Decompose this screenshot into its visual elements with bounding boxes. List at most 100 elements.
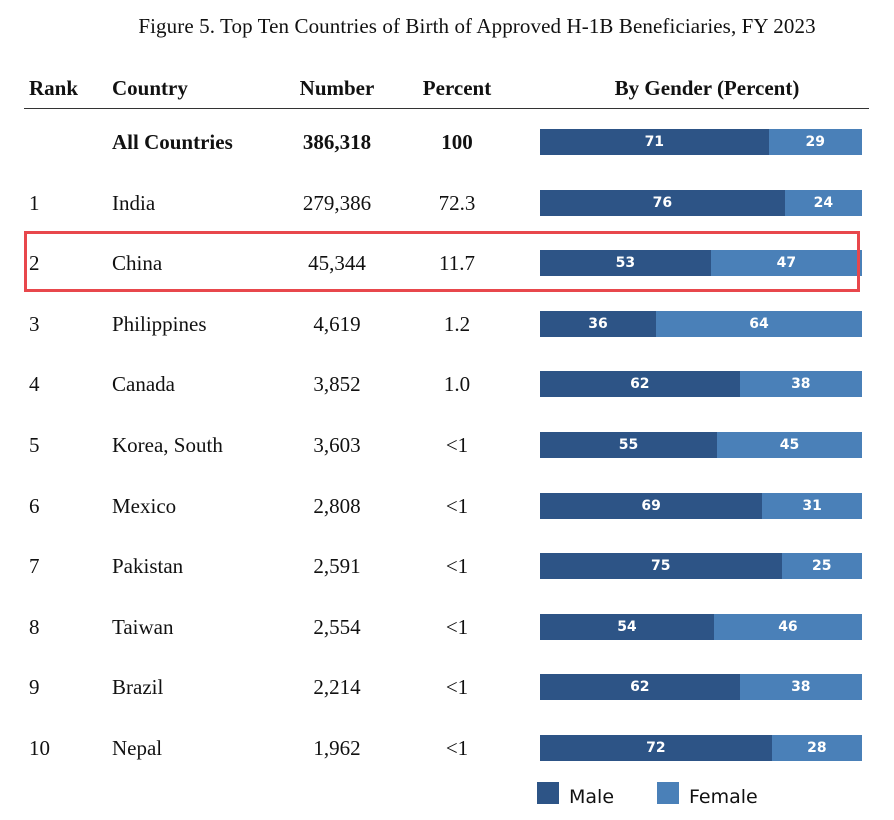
percent-cell: <1	[445, 675, 469, 700]
country-cell: Korea, South	[112, 433, 223, 457]
legend-swatch-female	[657, 782, 679, 804]
country-cell: All Countries	[112, 130, 233, 154]
number-cell: 2,554	[313, 614, 361, 639]
bar-segment-female: 24	[784, 189, 862, 216]
table-row: 2 China 45,344 11.7 53 47	[0, 233, 894, 293]
table-row: All Countries 386,318 100 71 29	[0, 112, 894, 172]
gender-bar: 75 25	[540, 553, 862, 580]
bar-segment-male: 36	[540, 310, 656, 337]
number-cell: 2,214	[313, 675, 361, 700]
bar-segment-male: 55	[540, 432, 718, 458]
rank-cell: 10	[29, 736, 50, 760]
country-cell: Pakistan	[112, 554, 184, 579]
bar-segment-male: 75	[540, 553, 782, 580]
bar-segment-male: 71	[540, 129, 769, 155]
percent-cell: 1.2	[443, 311, 471, 336]
gender-bar: 54 46	[540, 613, 862, 640]
rank-cell: 6	[29, 493, 40, 518]
bar-segment-female: 28	[771, 735, 862, 761]
country-cell: Taiwan	[112, 614, 174, 639]
number-cell: 279,386	[302, 190, 372, 215]
bar-segment-female: 45	[717, 432, 862, 458]
country-cell: Brazil	[112, 675, 164, 700]
country-cell: Canada	[112, 372, 175, 397]
bar-segment-male: 62	[540, 674, 740, 701]
percent-cell: 1.0	[443, 372, 471, 397]
rank-cell: 2	[29, 251, 40, 276]
country-cell: China	[112, 251, 163, 276]
percent-cell: <1	[445, 493, 469, 518]
bar-segment-female: 31	[762, 492, 862, 519]
bar-segment-female: 38	[739, 674, 862, 701]
table-row: 4 Canada 3,852 1.0 62 38	[0, 354, 894, 414]
rank-cell: 5	[29, 433, 40, 457]
bar-segment-female: 29	[768, 129, 862, 155]
legend-label-male: Male	[569, 786, 615, 808]
bar-segment-male: 72	[540, 735, 772, 761]
percent-cell: 11.7	[439, 251, 475, 276]
number-cell: 386,318	[302, 130, 372, 154]
number-cell: 3,852	[313, 372, 361, 397]
header-rank: Rank	[29, 76, 79, 100]
header-country: Country	[112, 76, 188, 100]
highlight-box	[24, 231, 860, 292]
rank-cell: 3	[29, 311, 40, 336]
table-row: 3 Philippines 4,619 1.2 36 64	[0, 294, 894, 354]
percent-cell: <1	[445, 736, 469, 760]
gender-bar: 36 64	[540, 310, 862, 337]
number-cell: 45,344	[308, 251, 366, 276]
bar-segment-male: 54	[540, 613, 714, 640]
bar-segment-female: 38	[739, 371, 862, 398]
bar-segment-male: 62	[540, 371, 740, 398]
percent-cell: <1	[445, 614, 469, 639]
gender-bar: 55 45	[540, 432, 862, 458]
bar-segment-female: 25	[781, 553, 862, 580]
percent-cell: <1	[445, 554, 469, 579]
gender-bar: 62 38	[540, 674, 862, 701]
percent-cell: 100	[441, 130, 473, 154]
table-row: 7 Pakistan 2,591 <1 75 25	[0, 536, 894, 596]
legend-label-female: Female	[689, 786, 758, 808]
country-cell: India	[112, 190, 156, 215]
number-cell: 4,619	[313, 311, 361, 336]
percent-cell: <1	[445, 433, 469, 457]
rank-cell: 8	[29, 614, 40, 639]
number-cell: 2,808	[313, 493, 361, 518]
rank-cell: 4	[29, 372, 40, 397]
number-cell: 3,603	[313, 433, 361, 457]
gender-bar: 69 31	[540, 492, 862, 519]
table-row: 10 Nepal 1,962 <1 72 28	[0, 718, 894, 778]
bar-segment-female: 47	[710, 250, 862, 277]
table-row: 1 India 279,386 72.3 76 24	[0, 173, 894, 233]
country-cell: Philippines	[112, 311, 207, 336]
table-row: 9 Brazil 2,214 <1 62 38	[0, 657, 894, 717]
table-row: 5 Korea, South 3,603 <1 55 45	[0, 415, 894, 475]
header-percent: Percent	[422, 76, 492, 100]
figure-title: Figure 5. Top Ten Countries of Birth of …	[138, 14, 816, 38]
table-row: 8 Taiwan 2,554 <1 54 46	[0, 597, 894, 657]
rank-cell: 9	[29, 675, 40, 700]
bar-segment-female: 46	[713, 613, 862, 640]
rank-cell: 1	[29, 190, 40, 215]
header-gender: By Gender (Percent)	[614, 76, 800, 100]
rank-cell: 7	[29, 554, 40, 579]
number-cell: 2,591	[313, 554, 361, 579]
country-cell: Nepal	[112, 736, 163, 760]
country-cell: Mexico	[112, 493, 177, 518]
header-rule	[24, 108, 869, 109]
bar-segment-male: 69	[540, 492, 763, 519]
number-cell: 1,962	[313, 736, 361, 760]
gender-bar: 71 29	[540, 129, 862, 155]
gender-bar: 53 47	[540, 250, 862, 277]
bar-segment-male: 53	[540, 250, 711, 277]
gender-bar: 76 24	[540, 189, 862, 216]
percent-cell: 72.3	[438, 190, 476, 215]
bar-segment-female: 64	[655, 310, 862, 337]
gender-bar: 62 38	[540, 371, 862, 398]
gender-bar: 72 28	[540, 735, 862, 761]
bar-segment-male: 76	[540, 189, 785, 216]
header-number: Number	[299, 76, 375, 100]
table-row: 6 Mexico 2,808 <1 69 31	[0, 476, 894, 536]
legend-swatch-male	[537, 782, 559, 804]
